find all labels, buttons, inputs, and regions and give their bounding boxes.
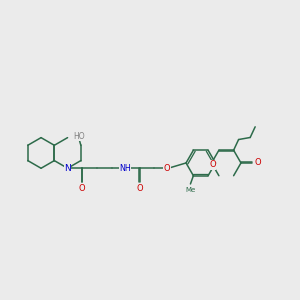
Text: HO: HO (74, 132, 85, 141)
Text: N: N (64, 164, 71, 173)
Text: O: O (209, 160, 216, 169)
Text: O: O (254, 158, 261, 167)
Text: O: O (164, 164, 170, 173)
Text: NH: NH (119, 164, 131, 173)
Text: Me: Me (185, 187, 196, 193)
Text: O: O (136, 184, 143, 193)
Text: O: O (79, 184, 86, 193)
